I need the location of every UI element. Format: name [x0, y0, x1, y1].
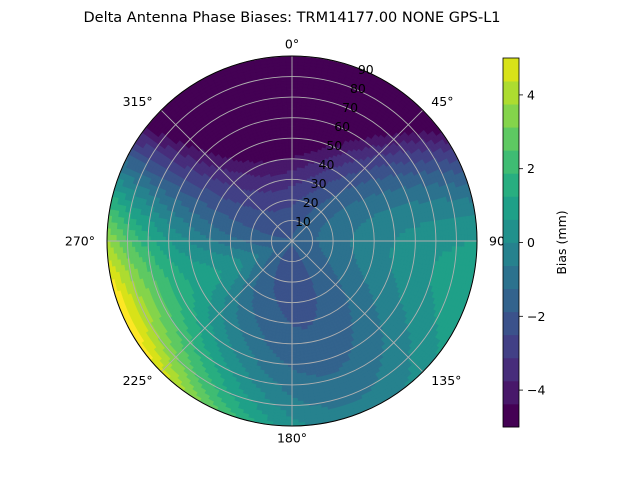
contour-cell	[359, 235, 364, 239]
contour-cell	[362, 235, 367, 239]
contour-cell	[286, 166, 290, 171]
contour-cell	[294, 314, 298, 319]
contour-cell	[294, 323, 299, 328]
contour-cell	[294, 320, 299, 325]
contour-cell	[294, 317, 298, 322]
contour-cell	[214, 243, 219, 247]
contour-cell	[294, 311, 298, 316]
contour-cell	[220, 243, 225, 247]
contour-cell	[205, 240, 210, 245]
contour-cell	[286, 163, 290, 168]
contour-cell	[365, 235, 370, 239]
contour-cell	[374, 240, 379, 245]
contour-cell	[285, 157, 290, 162]
contour-cell	[368, 235, 373, 239]
contour-cell	[288, 323, 293, 328]
contour-cell	[291, 154, 296, 159]
contour-cell	[205, 237, 210, 242]
contour-cell	[374, 234, 379, 239]
contour-cell	[371, 234, 376, 239]
contour-cell	[208, 243, 213, 248]
contour-cell	[205, 243, 210, 248]
contour-cell	[294, 308, 298, 313]
contour-cell	[286, 169, 290, 174]
contour-cell	[374, 237, 379, 242]
contour-cell	[286, 160, 290, 165]
chart-title: Delta Antenna Phase Biases: TRM14177.00 …	[83, 10, 500, 26]
contour-cell	[217, 243, 222, 247]
contour-cell	[211, 243, 216, 247]
contour-cell	[291, 323, 296, 328]
